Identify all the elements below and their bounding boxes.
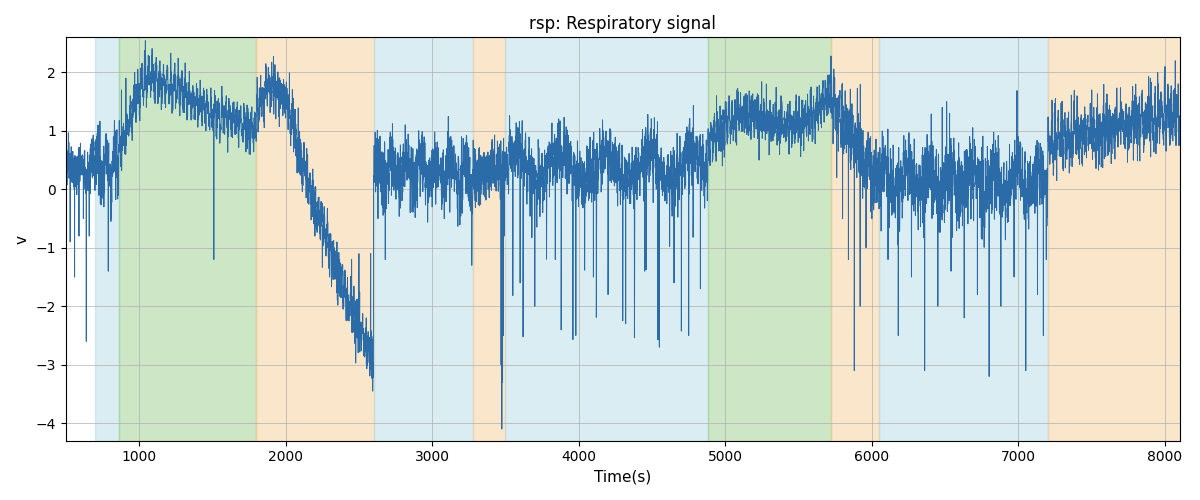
- Bar: [880, 38, 1048, 440]
- Y-axis label: v: v: [16, 234, 30, 244]
- X-axis label: Time(s): Time(s): [594, 470, 652, 485]
- Bar: [505, 38, 708, 440]
- Bar: [119, 38, 257, 440]
- Title: rsp: Respiratory signal: rsp: Respiratory signal: [529, 15, 716, 33]
- Bar: [830, 38, 880, 440]
- Bar: [95, 38, 119, 440]
- Bar: [708, 38, 830, 440]
- Bar: [257, 38, 373, 440]
- Bar: [473, 38, 505, 440]
- Bar: [373, 38, 473, 440]
- Bar: [1048, 38, 1180, 440]
